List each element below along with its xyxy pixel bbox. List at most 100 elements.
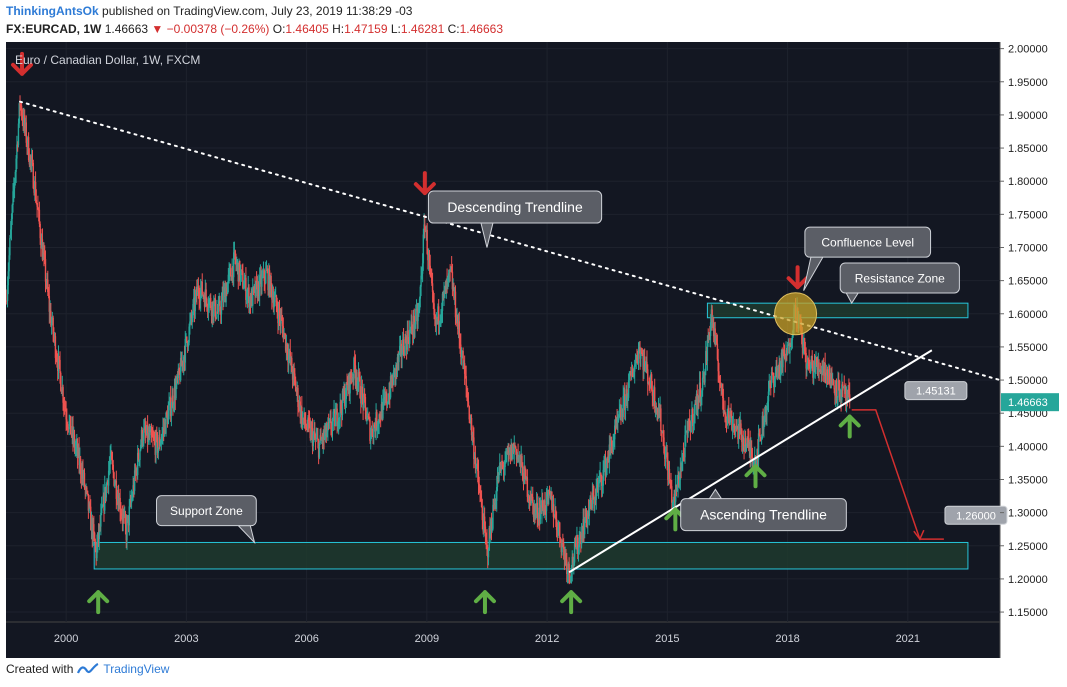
candle-body [87, 494, 90, 511]
candle-body [146, 425, 149, 442]
candle-body [441, 293, 444, 312]
candle-body [758, 433, 761, 435]
candle-body [43, 252, 45, 255]
candle-body [402, 339, 404, 354]
candle-body [410, 321, 412, 329]
candle-body [584, 508, 587, 522]
candle-body [809, 366, 811, 373]
candle-body [807, 357, 810, 360]
candle-body [718, 382, 721, 384]
candle-body [149, 432, 151, 438]
candle-body [124, 514, 126, 516]
candle-body [596, 484, 598, 488]
candle-body [172, 395, 174, 407]
candle-body [119, 497, 121, 513]
candle-body [204, 289, 207, 307]
candle-body [32, 162, 34, 189]
candle-body [744, 438, 746, 452]
candle-body [408, 329, 411, 344]
candle-body [847, 389, 849, 403]
candle-body [209, 297, 211, 301]
publish-header: ThinkingAntsOk published on TradingView.… [0, 0, 1067, 42]
candle-body [99, 524, 101, 527]
candle-body [590, 497, 592, 503]
candle-body [559, 522, 561, 539]
candle-body [303, 412, 305, 420]
candle-body [82, 469, 84, 479]
candle-body [739, 423, 741, 430]
candle-body [783, 352, 785, 354]
price-axis[interactable] [1000, 42, 1061, 658]
candle-body [169, 397, 171, 404]
candle-body [324, 424, 327, 433]
candle-body [201, 281, 203, 296]
candle-body [737, 426, 739, 440]
candle-body [255, 281, 257, 297]
candle-body [168, 403, 170, 411]
buy-arrow-icon [473, 590, 496, 615]
candle-body [251, 291, 253, 306]
candle-body [770, 372, 773, 385]
candle-body [604, 457, 607, 476]
candle-body [316, 437, 318, 439]
price-chart[interactable]: Descending Trendline Confluence Level Resi… [6, 42, 1061, 658]
candle-body [424, 224, 426, 231]
author-link[interactable]: ThinkingAntsOk [6, 4, 99, 18]
candle-body [725, 414, 727, 419]
candle-body [395, 364, 397, 378]
candle-body [806, 357, 809, 364]
footer: Created with TradingView [6, 662, 169, 676]
candle-body [199, 299, 201, 301]
candle-body [395, 364, 398, 369]
candle-body [490, 521, 492, 536]
candle-body [511, 444, 513, 460]
candle-body [399, 345, 401, 353]
candle-body [620, 407, 622, 417]
candle-body [432, 291, 435, 304]
candle-body [63, 402, 65, 405]
candle-body [236, 263, 239, 265]
candle-body [231, 266, 233, 281]
candle-body [806, 363, 808, 369]
high-label: H: [332, 22, 345, 36]
tradingview-link[interactable]: TradingView [103, 662, 170, 676]
candle-body [761, 415, 764, 439]
candle-body [515, 449, 518, 460]
candle-body [716, 343, 719, 360]
candle-body [194, 296, 197, 312]
candle-body [268, 270, 270, 291]
candle-body [845, 396, 848, 401]
candle-body [21, 115, 24, 119]
candle-body [394, 368, 396, 378]
price-label-text: 1.45131 [916, 386, 956, 398]
candle-body [24, 122, 27, 128]
last-price-label-text: 1.46663 [1008, 397, 1048, 409]
candle-body [179, 372, 181, 381]
candle-body [337, 426, 339, 428]
candle-body [237, 263, 239, 282]
candle-body [94, 541, 97, 546]
candle-body [29, 156, 31, 165]
candle-body [423, 224, 425, 235]
candle-body [722, 398, 725, 414]
candle-body [284, 333, 286, 335]
candle-body [629, 371, 631, 375]
candle-body [676, 485, 678, 492]
candle-body [6, 300, 8, 302]
candle-body [312, 434, 314, 447]
candle-body [487, 547, 489, 558]
candle-body [597, 481, 600, 488]
y-tick-label: 1.75000 [1008, 209, 1048, 221]
candle-body [208, 300, 210, 308]
candle-body [20, 105, 22, 107]
candle-body [631, 371, 634, 377]
candle-body [509, 448, 512, 460]
candle-body [768, 382, 770, 392]
candle-body [53, 336, 56, 338]
candle-body [490, 521, 493, 531]
candle-body [466, 386, 468, 394]
candle-body [588, 507, 591, 517]
candle-body [450, 266, 453, 272]
candle-body [210, 297, 212, 309]
candle-body [718, 371, 720, 383]
